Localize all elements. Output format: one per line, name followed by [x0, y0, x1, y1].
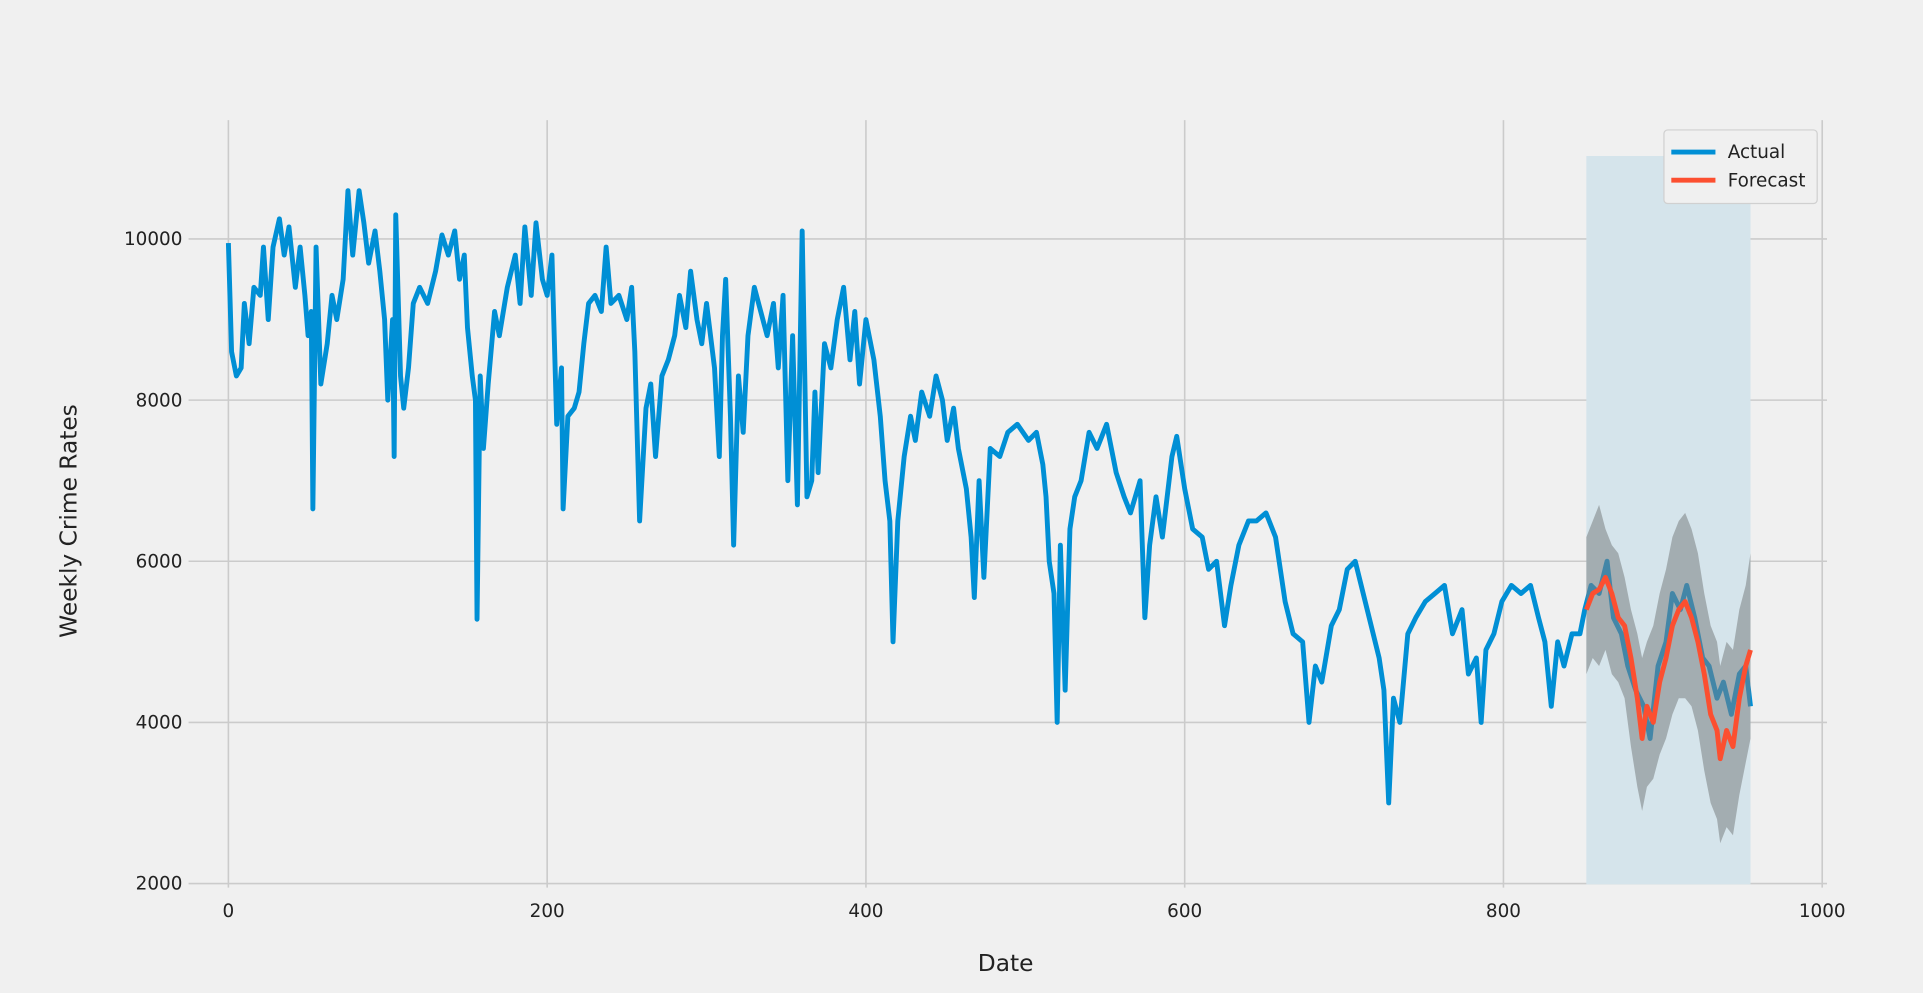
legend-label: Forecast [1728, 170, 1806, 191]
x-tick-label: 400 [848, 901, 883, 922]
legend: Actual Forecast [1663, 129, 1818, 205]
legend-box [1663, 129, 1818, 205]
y-tick-label: 2000 [136, 874, 183, 895]
x-tick-label: 800 [1486, 901, 1521, 922]
series-line [225, 188, 1753, 806]
y-tick-label: 4000 [136, 713, 183, 734]
x-tick-label: 600 [1167, 901, 1202, 922]
x-tick-label: 1000 [1799, 901, 1846, 922]
x-tick-label: 200 [530, 901, 565, 922]
confidence-band [1586, 504, 1751, 844]
y-tick-label: 8000 [136, 390, 183, 411]
y-axis-label: Weekly Crime Rates [55, 404, 82, 638]
x-tick-label: 0 [223, 901, 235, 922]
x-axis-label: Date [978, 950, 1034, 977]
y-tick-label: 10000 [124, 229, 182, 250]
y-tick-label: 6000 [136, 551, 183, 572]
legend-label: Actual [1728, 142, 1786, 163]
series-line [1584, 574, 1753, 762]
